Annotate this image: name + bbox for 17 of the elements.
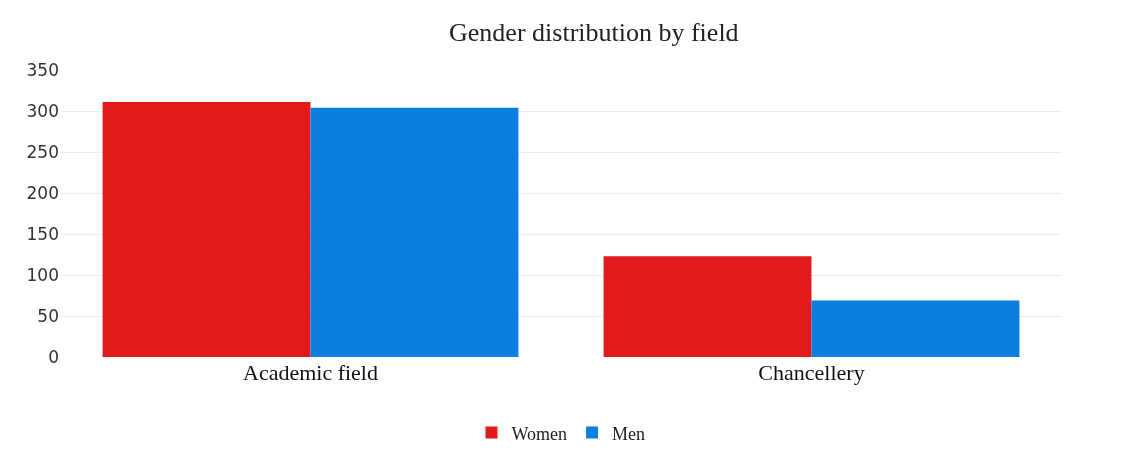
y-tick-label: 150 <box>26 223 59 244</box>
bar <box>102 101 311 357</box>
y-tick-label: 200 <box>26 182 59 203</box>
y-tick-label: 50 <box>37 305 59 326</box>
bar <box>603 256 812 357</box>
y-tick-label: 0 <box>48 346 59 367</box>
legend-label: Women <box>511 423 568 444</box>
bar <box>310 107 519 357</box>
legend-label: Men <box>612 423 646 444</box>
y-tick-label: 300 <box>26 100 59 121</box>
chart-title: Gender distribution by field <box>449 18 739 48</box>
x-tick-label: Chancellery <box>758 360 865 385</box>
bar <box>811 300 1020 357</box>
x-tick-label: Academic field <box>243 360 378 385</box>
y-tick-label: 100 <box>26 264 59 285</box>
y-tick-label: 250 <box>26 141 59 162</box>
y-tick-label: 350 <box>26 59 59 80</box>
